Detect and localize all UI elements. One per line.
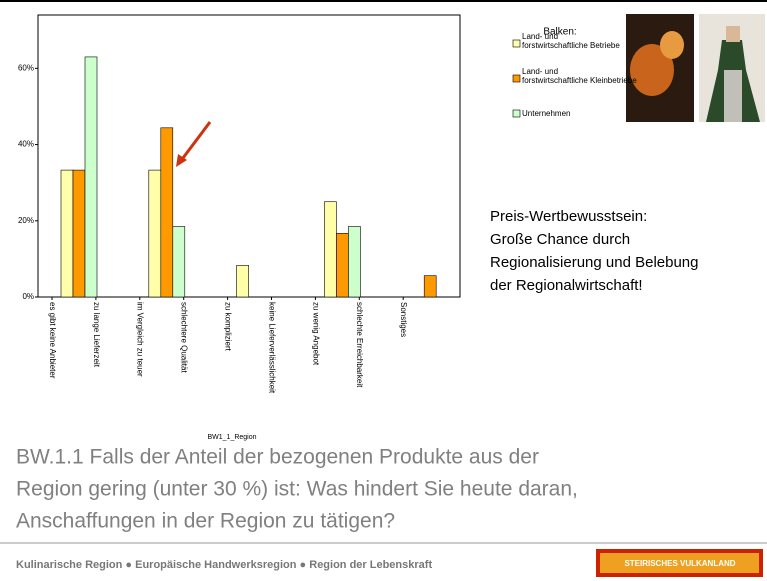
bar xyxy=(148,169,162,298)
annotation: der Regionalwirtschaft! xyxy=(490,277,643,294)
question: Anschaffungen in der Region zu tätigen? xyxy=(16,510,395,533)
question: BW.1.1 Falls der Anteil der bezogenen Pr… xyxy=(16,446,539,469)
y-tick-label: 40% xyxy=(18,140,34,149)
y-tick-label: 0% xyxy=(22,292,34,301)
legend-swatch xyxy=(512,109,521,118)
x-tick-label: schlechtere Qualität xyxy=(180,302,189,373)
legend-line: forstwirtschaftliche Betriebe xyxy=(522,41,620,50)
legend-swatch xyxy=(512,39,521,48)
plot-area xyxy=(37,14,461,298)
bar xyxy=(348,226,361,298)
x-tick-label: Sonstiges xyxy=(399,302,408,337)
y-tick-label: 20% xyxy=(18,216,34,225)
bar xyxy=(336,233,349,298)
bar xyxy=(172,226,186,298)
legend-label: Land- und forstwirtschaftliche Betriebe xyxy=(522,32,620,50)
bar xyxy=(160,127,174,298)
y-tick-label: 60% xyxy=(18,63,34,72)
bar xyxy=(423,275,437,298)
bar xyxy=(72,169,86,298)
x-tick-label: keine Lieferverlässlichkeit xyxy=(267,302,276,394)
legend-title: Balken: xyxy=(543,27,576,38)
annotation: Große Chance durch xyxy=(490,231,630,248)
legend-line: Land- und xyxy=(522,32,558,41)
x-tick-label: im Vergleich zu teuer xyxy=(136,302,145,377)
legend-swatch xyxy=(512,74,521,83)
arrow-head xyxy=(176,154,187,167)
x-tick-label: zu kompliziert xyxy=(223,302,232,352)
logo-inner xyxy=(600,553,759,573)
x-tick-label: zu lange Lieferzeit xyxy=(92,302,101,368)
photo-right xyxy=(699,14,765,122)
x-tick-label: zu wenig Angebot xyxy=(311,302,320,366)
legend-line: forstwirtschaftliche Kleinbetriebe xyxy=(522,76,637,85)
legend-label: Unternehmen xyxy=(522,109,570,118)
photo-left xyxy=(626,14,694,122)
footer: Kulinarische Region ● Europäische Handwe… xyxy=(16,559,432,571)
arrow xyxy=(178,121,212,163)
bar xyxy=(84,56,98,298)
annotation: Preis-Wertbewusstsein: xyxy=(490,208,647,225)
x-tick-label: schlechte Erreichbarkeit xyxy=(355,302,364,388)
bar xyxy=(236,265,249,298)
legend-label: Land- und forstwirtschaftliche Kleinbetri… xyxy=(522,67,637,85)
x-tick-label: es gibt keine Anbieter xyxy=(48,302,57,379)
bar xyxy=(324,201,337,298)
x-axis-label: BW1_1_Region xyxy=(207,434,256,441)
logo-text: STEIRISCHES VULKANLAND xyxy=(624,559,735,568)
annotation: Regionalisierung und Belebung xyxy=(490,254,699,271)
legend-line: Land- und xyxy=(522,67,558,76)
bar xyxy=(60,169,74,298)
question: Region gering (unter 30 %) ist: Was hind… xyxy=(16,478,578,501)
